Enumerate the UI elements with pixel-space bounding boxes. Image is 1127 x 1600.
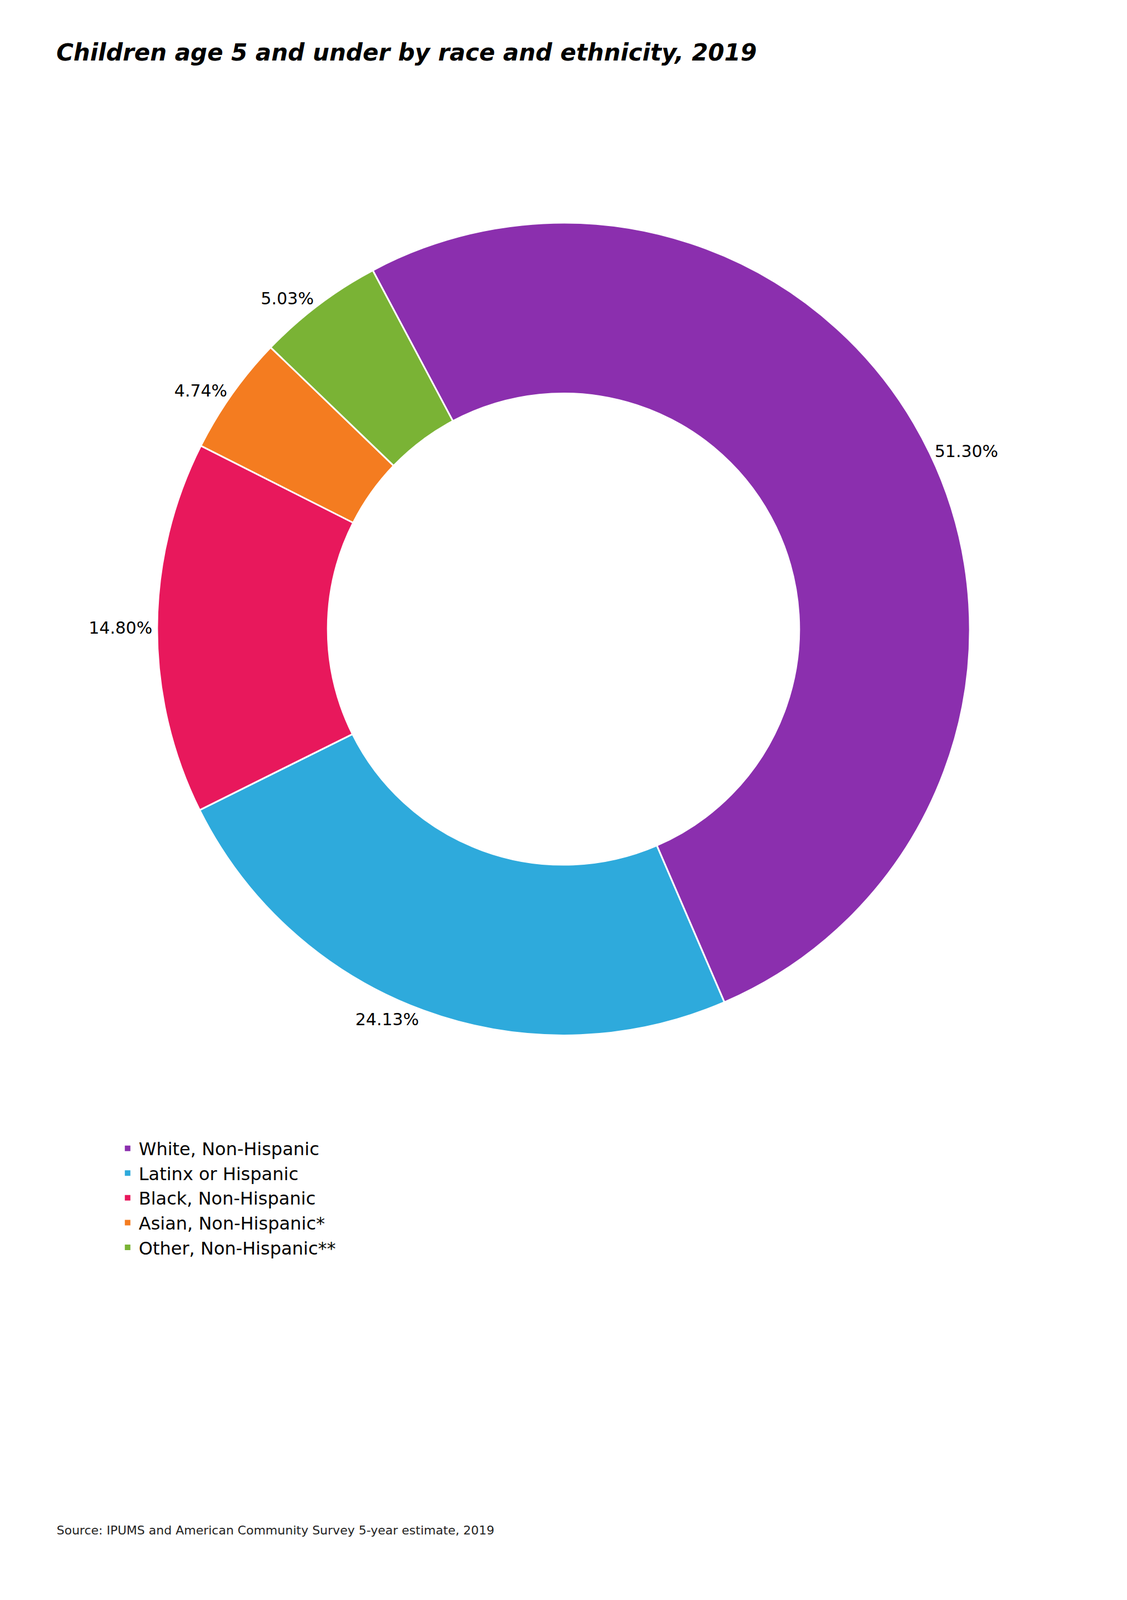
- svg-text:Black, Non-Hispanic: Black, Non-Hispanic: [138, 1188, 317, 1210]
- svg-text:4.74%: 4.74%: [174, 381, 228, 401]
- svg-text:Source: IPUMS and American Com: Source: IPUMS and American Community Sur…: [56, 1523, 495, 1538]
- svg-text:14.80%: 14.80%: [88, 618, 153, 638]
- svg-text:Latinx or Hispanic: Latinx or Hispanic: [138, 1163, 299, 1185]
- svg-text:24.13%: 24.13%: [355, 1009, 419, 1030]
- svg-text:Other, Non-Hispanic**: Other, Non-Hispanic**: [138, 1238, 337, 1260]
- svg-text:White, Non-Hispanic: White, Non-Hispanic: [138, 1138, 320, 1160]
- svg-text:Children age 5 and under by ra: Children age 5 and under by race and eth…: [56, 38, 757, 67]
- svg-text:51.30%: 51.30%: [934, 441, 999, 462]
- svg-text:5.03%: 5.03%: [261, 288, 314, 309]
- svg-text:Asian, Non-Hispanic*: Asian, Non-Hispanic*: [138, 1213, 325, 1235]
